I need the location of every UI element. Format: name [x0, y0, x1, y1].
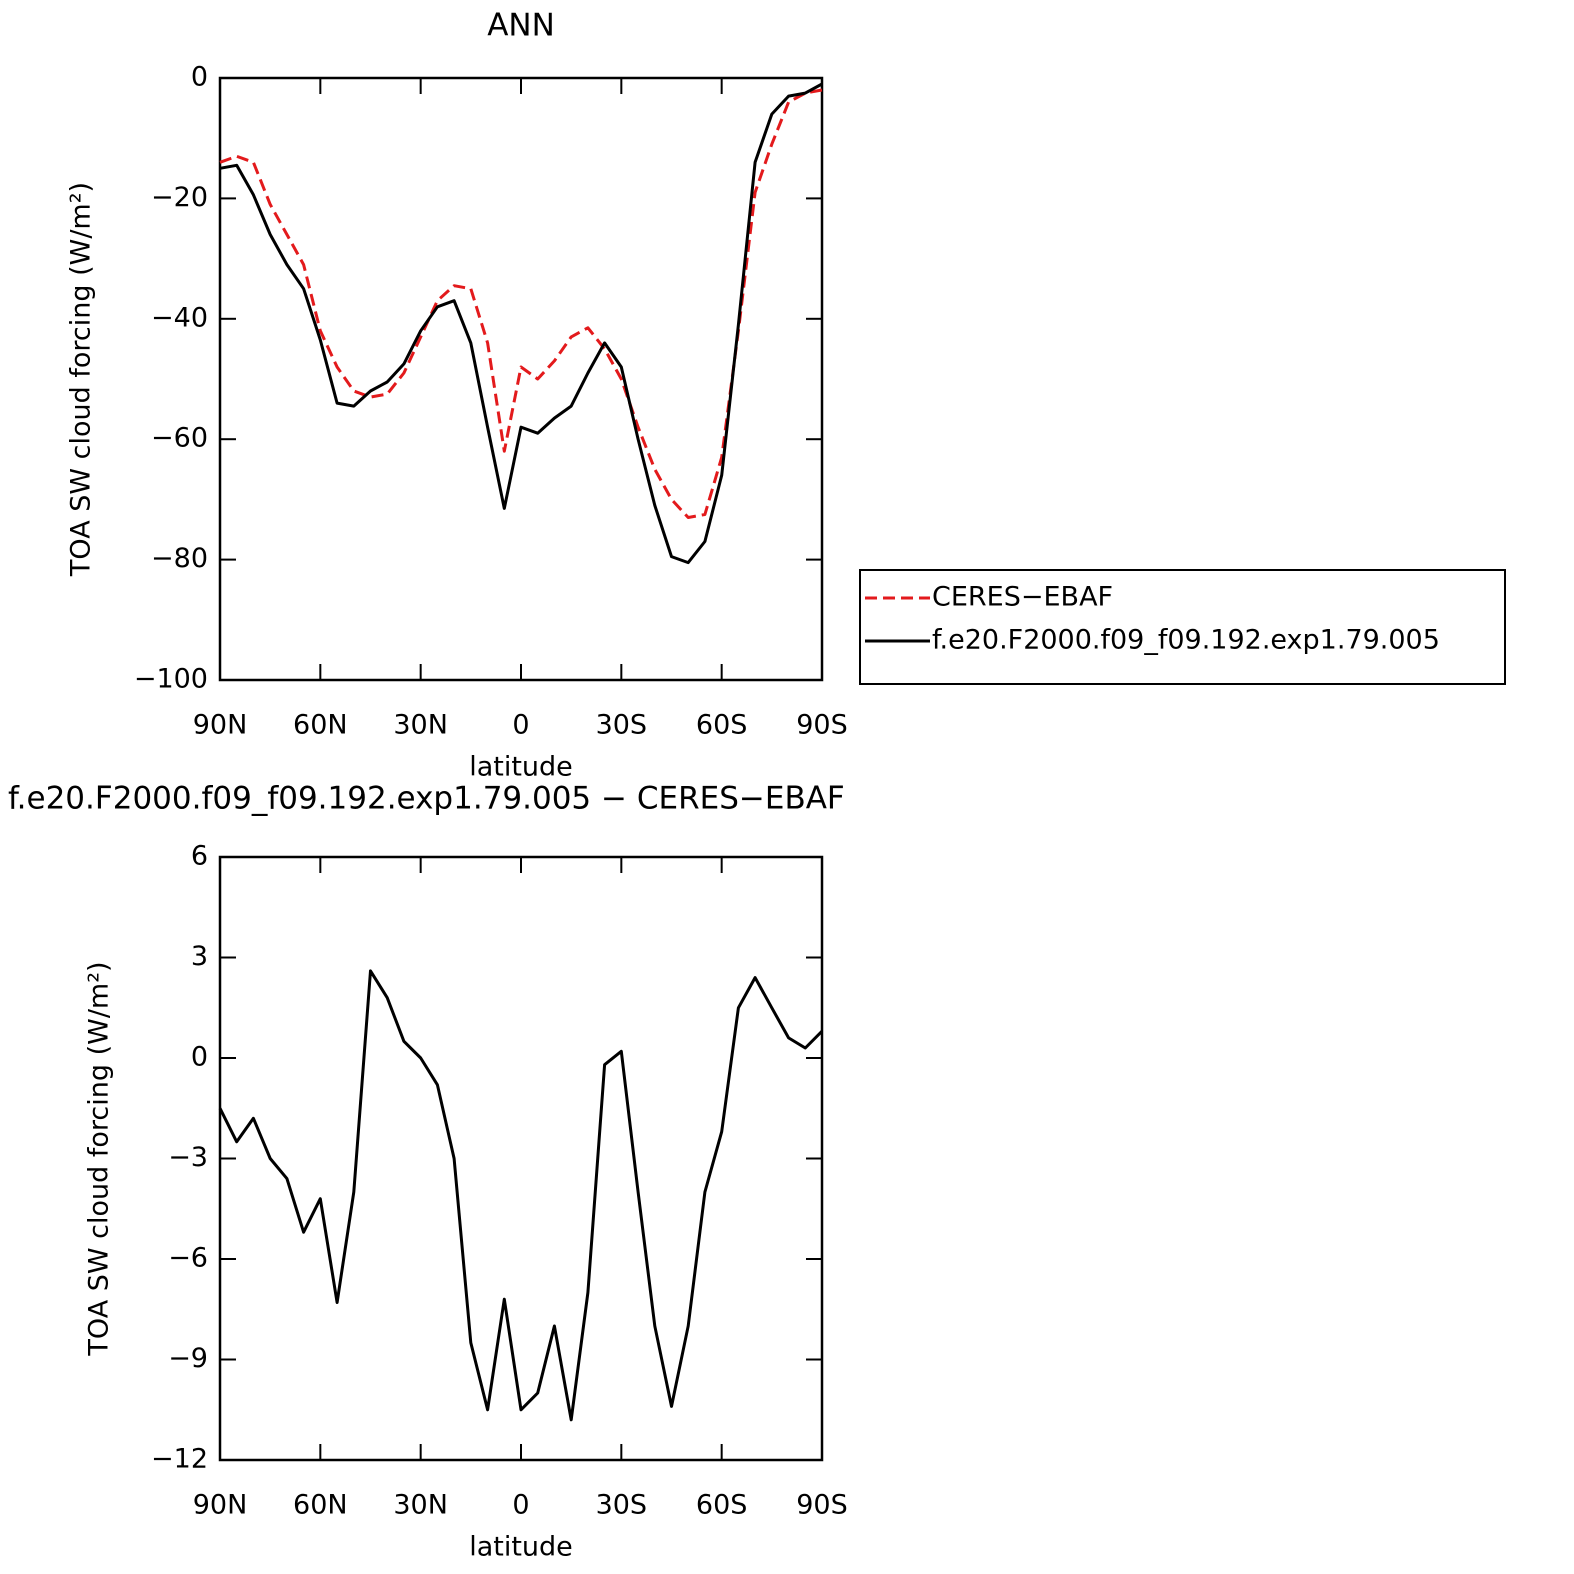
chart-title: ANN: [487, 8, 555, 44]
x-tick-label: 90N: [193, 710, 248, 741]
y-tick-label: 0: [191, 62, 208, 93]
y-tick-label: −12: [151, 1444, 208, 1475]
y-tick-label: 6: [191, 841, 208, 872]
y-tick-label: −80: [151, 543, 208, 574]
y-axis-label: TOA SW cloud forcing (W/m²): [84, 961, 115, 1356]
y-tick-label: 3: [191, 941, 208, 972]
x-axis-label: latitude: [469, 752, 573, 783]
data-line: [219, 88, 823, 519]
x-axis-label: latitude: [469, 1532, 573, 1563]
plot-frame: [218, 855, 824, 1462]
y-tick-label: −3: [168, 1142, 208, 1173]
x-tick-label: 60N: [293, 1490, 348, 1521]
legend-label: f.e20.F2000.f09_f09.192.exp1.79.005: [932, 625, 1440, 656]
y-axis-label: TOA SW cloud forcing (W/m²): [66, 182, 97, 577]
y-tick-label: −20: [151, 182, 208, 213]
y-tick-label: 0: [191, 1042, 208, 1073]
x-tick-label: 90S: [796, 1490, 848, 1521]
y-tick-label: −9: [168, 1343, 208, 1374]
x-tick-label: 30S: [596, 710, 648, 741]
x-tick-label: 30N: [393, 1490, 448, 1521]
x-tick-label: 30N: [393, 710, 448, 741]
legend-box: [859, 569, 1506, 685]
y-tick-label: −60: [151, 423, 208, 454]
x-tick-label: 60S: [696, 1490, 748, 1521]
data-line: [219, 82, 823, 565]
x-tick-label: 60S: [696, 710, 748, 741]
chart-title: f.e20.F2000.f09_f09.192.exp1.79.005 − CE…: [8, 781, 845, 817]
x-tick-label: 0: [512, 710, 529, 741]
x-tick-label: 90S: [796, 710, 848, 741]
x-tick-label: 0: [512, 1490, 529, 1521]
y-tick-label: −6: [168, 1243, 208, 1274]
y-tick-label: −100: [134, 664, 208, 695]
x-tick-label: 90N: [193, 1490, 248, 1521]
y-tick-label: −40: [151, 302, 208, 333]
legend-label: CERES−EBAF: [932, 582, 1113, 613]
x-tick-label: 30S: [596, 1490, 648, 1521]
x-tick-label: 60N: [293, 710, 348, 741]
data-line: [218, 969, 824, 1422]
